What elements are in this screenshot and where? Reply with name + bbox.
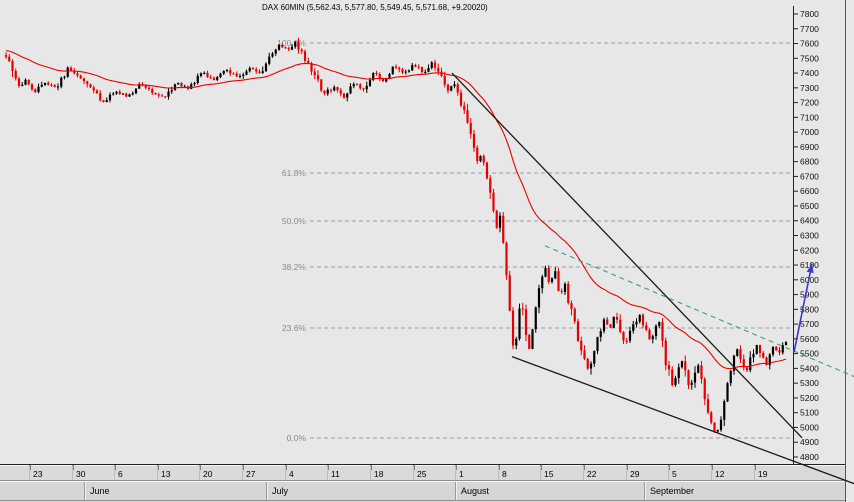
svg-text:5000: 5000 <box>800 422 819 432</box>
svg-text:6300: 6300 <box>800 231 819 241</box>
svg-text:1: 1 <box>459 469 464 479</box>
svg-text:0.0%: 0.0% <box>287 433 307 443</box>
svg-text:6000: 6000 <box>800 275 819 285</box>
svg-text:4800: 4800 <box>800 452 819 462</box>
svg-text:23: 23 <box>33 469 43 479</box>
svg-text:6800: 6800 <box>800 157 819 167</box>
svg-text:6500: 6500 <box>800 201 819 211</box>
svg-text:20: 20 <box>203 469 213 479</box>
fibonacci-levels: 100.0% 61.8% 50.0% 38.2% 23.6% 0.0% <box>277 38 793 443</box>
svg-text:4: 4 <box>289 469 294 479</box>
svg-text:7300: 7300 <box>800 83 819 93</box>
breakout-arrow[interactable] <box>793 263 814 353</box>
svg-text:13: 13 <box>161 469 171 479</box>
svg-text:5700: 5700 <box>800 319 819 329</box>
trendline-descending-support[interactable] <box>511 355 854 485</box>
svg-text:5800: 5800 <box>800 304 819 314</box>
trendline-inner-resistance[interactable] <box>544 245 854 378</box>
svg-text:7000: 7000 <box>800 127 819 137</box>
svg-text:7400: 7400 <box>800 68 819 78</box>
svg-text:5400: 5400 <box>800 363 819 373</box>
svg-text:5200: 5200 <box>800 393 819 403</box>
svg-text:6600: 6600 <box>800 186 819 196</box>
svg-text:5300: 5300 <box>800 378 819 388</box>
svg-text:50.0%: 50.0% <box>282 216 307 226</box>
svg-text:July: July <box>272 486 289 496</box>
chart-title: DAX 60MIN (5,562.43, 5,577.80, 5,549.45,… <box>262 3 488 12</box>
trendline-descending-resistance[interactable] <box>451 72 803 439</box>
svg-text:5: 5 <box>672 469 677 479</box>
svg-text:5900: 5900 <box>800 290 819 300</box>
svg-text:15: 15 <box>544 469 554 479</box>
svg-text:6200: 6200 <box>800 245 819 255</box>
svg-text:27: 27 <box>246 469 256 479</box>
svg-text:7200: 7200 <box>800 98 819 108</box>
price-axis: 7800 7700 7600 7500 7400 7300 7200 7100 7000 6900… <box>793 0 846 502</box>
svg-text:4900: 4900 <box>800 437 819 447</box>
svg-text:7600: 7600 <box>800 39 819 49</box>
svg-text:7500: 7500 <box>800 53 819 63</box>
svg-text:22: 22 <box>587 469 597 479</box>
svg-text:7700: 7700 <box>800 24 819 34</box>
svg-text:August: August <box>461 486 490 496</box>
svg-text:6100: 6100 <box>800 260 819 270</box>
svg-text:5600: 5600 <box>800 334 819 344</box>
svg-text:6400: 6400 <box>800 216 819 226</box>
svg-text:18: 18 <box>374 469 384 479</box>
svg-text:7100: 7100 <box>800 112 819 122</box>
svg-text:61.8%: 61.8% <box>282 168 307 178</box>
svg-text:6: 6 <box>118 469 123 479</box>
svg-text:30: 30 <box>76 469 86 479</box>
svg-text:23.6%: 23.6% <box>282 323 307 333</box>
moving-average-line <box>5 49 787 370</box>
svg-text:19: 19 <box>758 469 768 479</box>
svg-text:8: 8 <box>502 469 507 479</box>
svg-text:25: 25 <box>417 469 427 479</box>
svg-text:38.2%: 38.2% <box>282 262 307 272</box>
svg-text:6900: 6900 <box>800 142 819 152</box>
svg-text:7800: 7800 <box>800 9 819 19</box>
svg-text:September: September <box>650 486 694 496</box>
svg-text:29: 29 <box>630 469 640 479</box>
svg-text:6700: 6700 <box>800 171 819 181</box>
svg-text:100.0%: 100.0% <box>277 38 306 48</box>
svg-text:5500: 5500 <box>800 349 819 359</box>
svg-text:5100: 5100 <box>800 408 819 418</box>
svg-text:12: 12 <box>715 469 725 479</box>
svg-text:11: 11 <box>331 469 340 479</box>
svg-text:June: June <box>90 486 110 496</box>
candlestick-series <box>4 37 788 433</box>
